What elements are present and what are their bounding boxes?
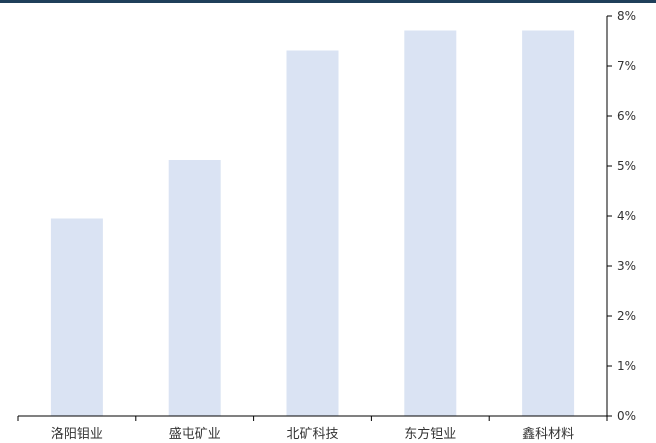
y-tick-label: 8% (617, 9, 636, 23)
bar-4 (404, 30, 457, 416)
x-axis: 洛阳钼业 盛屯矿业 北矿科技 东方钽业 鑫科材料 (17, 415, 608, 442)
bar-1 (50, 218, 103, 416)
bar-2 (168, 160, 221, 416)
bars-group (50, 30, 575, 416)
y-tick-label: 5% (617, 159, 636, 173)
y-tick-label: 7% (617, 59, 636, 73)
x-tick-label: 鑫科材料 (522, 426, 574, 442)
y-tick-label: 6% (617, 109, 636, 123)
x-tick-label: 北矿科技 (286, 427, 338, 442)
bar-5 (522, 30, 575, 416)
bar-3 (286, 50, 339, 416)
x-tick-label: 盛屯矿业 (169, 427, 221, 442)
y-axis: 0% 1% 2% 3% 4% 5% 6% 7% 8% (606, 9, 636, 423)
x-tick-label: 洛阳钼业 (51, 427, 103, 442)
y-tick-label: 0% (617, 409, 636, 423)
y-tick-label: 3% (617, 259, 636, 273)
x-tick-label: 东方钽业 (404, 426, 456, 442)
y-tick-label: 4% (617, 209, 636, 223)
y-tick-label: 1% (617, 359, 636, 373)
header-rule (0, 0, 656, 3)
y-tick-label: 2% (617, 309, 636, 323)
